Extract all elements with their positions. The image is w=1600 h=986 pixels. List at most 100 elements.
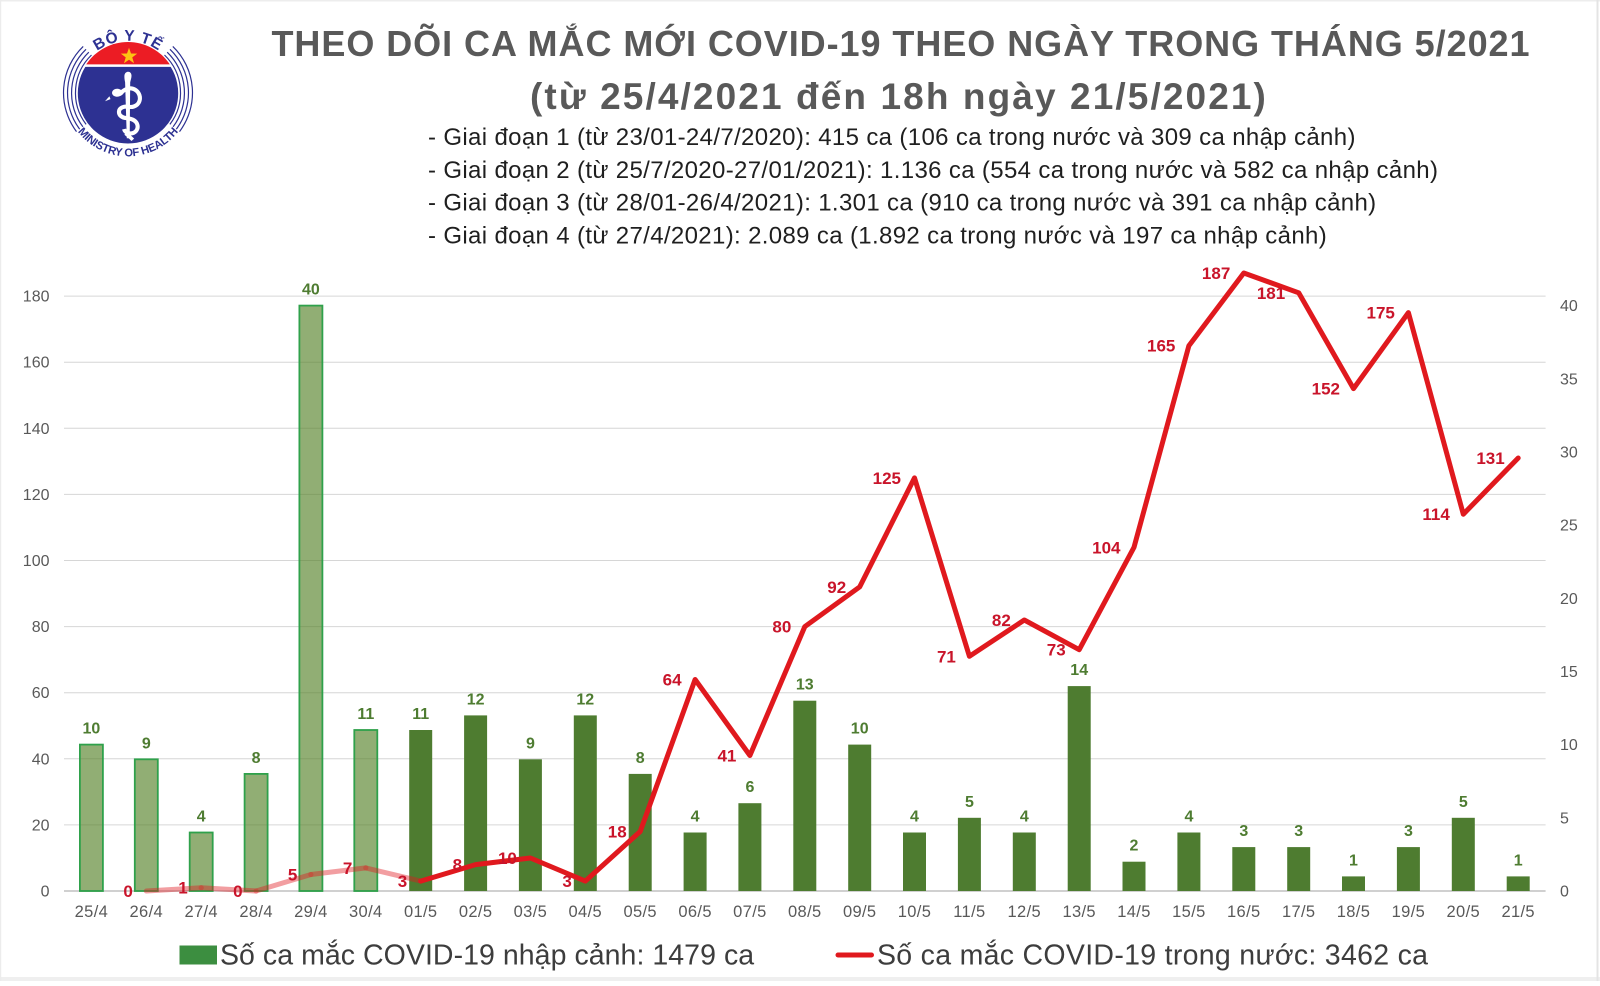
svg-text:5: 5 [1560,810,1569,827]
svg-text:80: 80 [772,618,791,637]
svg-text:28/4: 28/4 [239,903,273,921]
svg-text:120: 120 [23,487,50,504]
svg-text:8: 8 [453,856,462,875]
svg-text:Số ca mắc COVID-19 nhập cảnh:: Số ca mắc COVID-19 nhập cảnh: 1479 ca [220,940,754,972]
svg-text:40: 40 [1560,298,1578,315]
svg-text:4: 4 [1184,809,1193,826]
svg-text:0: 0 [1560,884,1569,901]
svg-text:01/5: 01/5 [404,903,438,921]
svg-text:4: 4 [691,809,700,826]
svg-text:17/5: 17/5 [1282,903,1316,921]
svg-text:1: 1 [178,879,187,898]
svg-text:35: 35 [1560,371,1578,388]
svg-text:10: 10 [83,721,101,738]
svg-text:114: 114 [1422,505,1450,524]
svg-text:3: 3 [1239,823,1248,840]
svg-text:13: 13 [796,677,814,694]
svg-text:16/5: 16/5 [1227,903,1261,921]
svg-text:80: 80 [32,619,50,636]
svg-text:Số ca mắc COVID-19 trong nước:: Số ca mắc COVID-19 trong nước: 3462 ca [877,940,1428,972]
svg-text:3: 3 [562,872,571,891]
svg-text:104: 104 [1092,538,1121,557]
svg-text:10/5: 10/5 [898,903,932,921]
svg-text:12: 12 [576,691,594,708]
svg-text:40: 40 [32,751,50,768]
svg-text:71: 71 [937,647,956,666]
svg-text:140: 140 [23,421,50,438]
svg-text:11: 11 [412,706,429,723]
svg-text:60: 60 [32,685,50,702]
svg-text:11/5: 11/5 [953,903,985,921]
svg-text:10: 10 [498,849,517,868]
svg-text:(từ 25/4/2021 đến 18h ngày 21/: (từ 25/4/2021 đến 18h ngày 21/5/2021) [530,76,1268,117]
svg-text:02/5: 02/5 [459,903,493,921]
svg-text:7: 7 [343,859,352,878]
svg-text:152: 152 [1312,380,1340,399]
svg-text:11: 11 [357,706,374,723]
svg-text:8: 8 [252,750,261,767]
svg-text:25: 25 [1560,518,1578,535]
svg-text:165: 165 [1147,337,1175,356]
svg-text:13/5: 13/5 [1062,903,1096,921]
svg-text:3: 3 [1404,823,1413,840]
svg-text:10: 10 [851,721,869,738]
svg-text:73: 73 [1047,641,1066,660]
svg-text:2: 2 [1130,838,1139,855]
svg-text:03/5: 03/5 [514,903,548,921]
svg-text:5: 5 [965,794,974,811]
svg-text:20/5: 20/5 [1447,903,1481,921]
svg-text:3: 3 [398,872,407,891]
svg-text:0: 0 [233,882,242,901]
svg-text:0: 0 [41,884,50,901]
svg-text:- Giai đoạn 3 (từ 28/01-26/4/2: - Giai đoạn 3 (từ 28/01-26/4/2021): 1.30… [428,190,1377,217]
svg-text:175: 175 [1367,304,1395,323]
svg-text:30/4: 30/4 [349,903,383,921]
svg-text:20: 20 [1560,591,1578,608]
svg-text:12: 12 [467,691,485,708]
svg-text:08/5: 08/5 [788,903,822,921]
svg-text:14/5: 14/5 [1117,903,1151,921]
svg-text:1: 1 [1514,852,1523,869]
svg-text:06/5: 06/5 [678,903,712,921]
svg-text:0: 0 [123,882,132,901]
svg-text:187: 187 [1202,264,1230,283]
svg-text:- Giai đoạn 4 (từ 27/4/2021):: - Giai đoạn 4 (từ 27/4/2021): 2.089 ca (… [428,222,1327,249]
svg-text:27/4: 27/4 [184,903,218,921]
svg-text:1: 1 [1349,852,1358,869]
svg-text:30: 30 [1560,445,1578,462]
svg-text:19/5: 19/5 [1392,903,1426,921]
svg-text:25/4: 25/4 [75,903,109,921]
svg-text:4: 4 [197,809,206,826]
svg-text:10: 10 [1560,737,1578,754]
svg-text:131: 131 [1476,449,1504,468]
svg-text:82: 82 [992,611,1011,630]
svg-text:3: 3 [1294,823,1303,840]
svg-text:- Giai đoạn 1 (từ 23/01-24/7/2: - Giai đoạn 1 (từ 23/01-24/7/2020): 415 … [428,124,1356,151]
svg-text:5: 5 [1459,794,1468,811]
svg-text:160: 160 [23,355,50,372]
svg-text:18/5: 18/5 [1337,903,1371,921]
svg-text:9: 9 [526,735,535,752]
svg-text:180: 180 [23,289,50,306]
svg-text:- Giai đoạn 2 (từ 25/7/2020-27: - Giai đoạn 2 (từ 25/7/2020-27/01/2021):… [428,157,1438,184]
svg-text:05/5: 05/5 [623,903,657,921]
svg-text:9: 9 [142,735,151,752]
svg-text:4: 4 [1020,809,1029,826]
svg-text:12/5: 12/5 [1008,903,1042,921]
svg-text:64: 64 [663,671,682,690]
svg-text:6: 6 [745,779,754,796]
svg-text:4: 4 [910,809,919,826]
svg-text:14: 14 [1070,662,1088,679]
svg-text:125: 125 [873,469,901,488]
svg-text:THEO DÕI CA MẮC MỚI COVID-19 T: THEO DÕI CA MẮC MỚI COVID-19 THEO NGÀY T… [271,22,1530,64]
svg-text:29/4: 29/4 [294,903,328,921]
svg-text:181: 181 [1257,284,1285,303]
svg-text:8: 8 [636,750,645,767]
svg-text:100: 100 [23,553,50,570]
svg-text:15: 15 [1560,664,1578,681]
svg-text:04/5: 04/5 [569,903,603,921]
svg-text:5: 5 [288,866,297,885]
svg-text:07/5: 07/5 [733,903,767,921]
svg-text:09/5: 09/5 [843,903,877,921]
svg-text:40: 40 [302,282,320,299]
